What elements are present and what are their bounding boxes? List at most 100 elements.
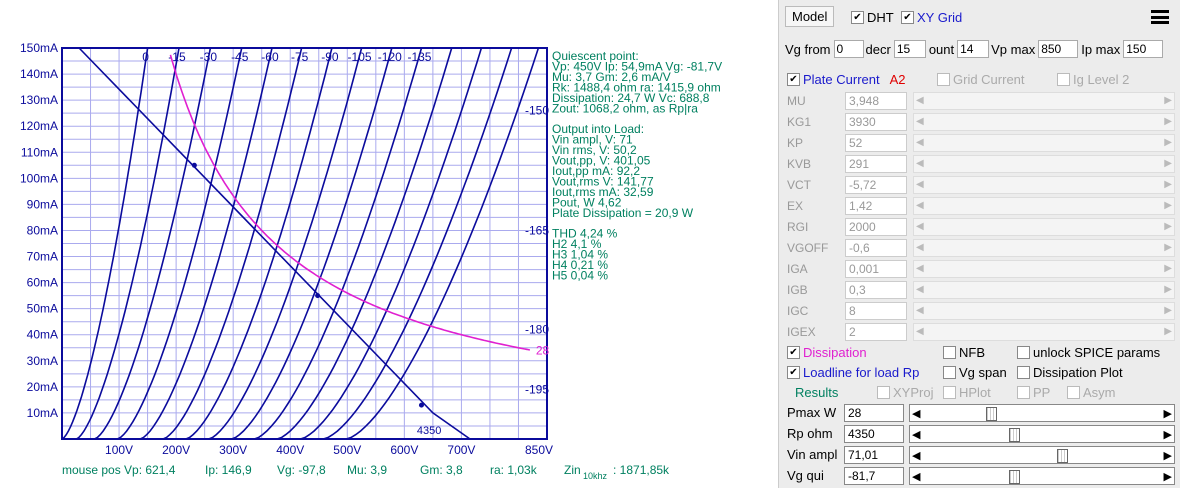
arrow-right-icon[interactable]: ▶ — [1164, 95, 1172, 106]
xy-grid-checkbox[interactable]: ✔ XY Grid — [901, 10, 962, 25]
decr-input[interactable] — [893, 40, 926, 58]
arrow-left-icon[interactable]: ◀ — [912, 408, 921, 420]
vg-from-input[interactable] — [833, 40, 864, 58]
param-value-igb[interactable]: 0,3 — [845, 281, 907, 299]
slider-thumb[interactable] — [1009, 470, 1021, 484]
arrow-left-icon[interactable]: ◀ — [916, 95, 924, 106]
param-slider-vgoff[interactable]: ◀ ▶ — [913, 239, 1175, 257]
param-value-vgoff[interactable]: -0,6 — [845, 239, 907, 257]
arrow-left-icon[interactable]: ◀ — [916, 242, 924, 253]
param-slider-iga[interactable]: ◀ ▶ — [913, 260, 1175, 278]
arrow-right-icon[interactable]: ▶ — [1164, 116, 1172, 127]
vp-max-input[interactable] — [1038, 40, 1079, 58]
plate-curves-chart[interactable]: 10mA 20mA 30mA 40mA 50mA 60mA 70mA 80mA 90mA 100m… — [0, 0, 778, 488]
param-slider-mu[interactable]: ◀ ▶ — [913, 92, 1175, 110]
arrow-left-icon[interactable]: ◀ — [912, 450, 921, 462]
ip-max-input[interactable] — [1123, 40, 1164, 58]
arrow-right-icon[interactable]: ▶ — [1163, 429, 1172, 441]
param-value-igc[interactable]: 8 — [845, 302, 907, 320]
arrow-left-icon[interactable]: ◀ — [916, 116, 924, 127]
dissipation-checkbox[interactable]: ✔ Dissipation — [787, 345, 867, 360]
hamburger-icon[interactable] — [1151, 10, 1169, 24]
param-value-mu[interactable]: 3,948 — [845, 92, 907, 110]
plate-curves-plot[interactable]: 10mA 20mA 30mA 40mA 50mA 60mA 70mA 80mA 90mA 100m… — [0, 0, 778, 488]
param-slider-vct[interactable]: ◀ ▶ — [913, 176, 1175, 194]
param-slider-igb[interactable]: ◀ ▶ — [913, 281, 1175, 299]
param-slider-ex[interactable]: ◀ ▶ — [913, 197, 1175, 215]
slider-value-vin-ampl[interactable]: 71,01 — [844, 446, 904, 464]
arrow-left-icon[interactable]: ◀ — [916, 326, 924, 337]
arrow-left-icon[interactable]: ◀ — [912, 471, 921, 483]
loadline-checkbox[interactable]: ✔ Loadline for load Rp — [787, 365, 919, 380]
param-value-igex[interactable]: 2 — [845, 323, 907, 341]
arrow-right-icon[interactable]: ▶ — [1164, 158, 1172, 169]
arrow-right-icon[interactable]: ▶ — [1164, 326, 1172, 337]
slider-value-rp-ohm[interactable]: 4350 — [844, 425, 904, 443]
dissipation-plot-checkbox[interactable]: Dissipation Plot — [1017, 365, 1123, 380]
unlock-spice-checkbox[interactable]: unlock SPICE params — [1017, 345, 1160, 360]
slider-pmax-w[interactable]: ◀ ▶ — [909, 404, 1175, 422]
plate-curve — [75, 47, 180, 440]
param-value-ex[interactable]: 1,42 — [845, 197, 907, 215]
param-slider-igc[interactable]: ◀ ▶ — [913, 302, 1175, 320]
arrow-left-icon[interactable]: ◀ — [916, 179, 924, 190]
arrow-right-icon[interactable]: ▶ — [1163, 471, 1172, 483]
param-value-iga[interactable]: 0,001 — [845, 260, 907, 278]
arrow-right-icon[interactable]: ▶ — [1164, 179, 1172, 190]
nfb-checkbox[interactable]: NFB — [943, 345, 985, 360]
slider-thumb[interactable] — [1057, 449, 1069, 463]
arrow-right-icon[interactable]: ▶ — [1164, 137, 1172, 148]
info-line: Vin ampl, V: 71 — [552, 133, 633, 147]
arrow-right-icon[interactable]: ▶ — [1163, 408, 1172, 420]
param-slider-rgi[interactable]: ◀ ▶ — [913, 218, 1175, 236]
param-value-rgi[interactable]: 2000 — [845, 218, 907, 236]
asym-checkbox[interactable]: Asym — [1067, 385, 1116, 400]
param-slider-kp[interactable]: ◀ ▶ — [913, 134, 1175, 152]
vg-span-checkbox[interactable]: Vg span — [943, 365, 1007, 380]
param-value-vct[interactable]: -5,72 — [845, 176, 907, 194]
xyproj-checkbox[interactable]: XYProj — [877, 385, 933, 400]
slider-vin-ampl[interactable]: ◀ ▶ — [909, 446, 1175, 464]
param-value-kg1[interactable]: 3930 — [845, 113, 907, 131]
grid-current-checkbox[interactable]: Grid Current — [937, 72, 1025, 87]
param-slider-igex[interactable]: ◀ ▶ — [913, 323, 1175, 341]
arrow-right-icon[interactable]: ▶ — [1164, 242, 1172, 253]
status-ip: Ip: 146,9 — [205, 463, 252, 477]
arrow-left-icon[interactable]: ◀ — [916, 158, 924, 169]
dht-checkbox[interactable]: ✔ DHT — [851, 10, 894, 25]
slider-rp-ohm[interactable]: ◀ ▶ — [909, 425, 1175, 443]
plate-current-checkbox[interactable]: ✔ Plate Current — [787, 72, 880, 87]
param-value-kp[interactable]: 52 — [845, 134, 907, 152]
hplot-checkbox[interactable]: HPlot — [943, 385, 991, 400]
arrow-right-icon[interactable]: ▶ — [1164, 200, 1172, 211]
arrow-left-icon[interactable]: ◀ — [916, 305, 924, 316]
arrow-left-icon[interactable]: ◀ — [916, 200, 924, 211]
arrow-right-icon[interactable]: ▶ — [1164, 263, 1172, 274]
param-slider-kvb[interactable]: ◀ ▶ — [913, 155, 1175, 173]
slider-thumb[interactable] — [986, 407, 998, 421]
arrow-left-icon[interactable]: ◀ — [916, 263, 924, 274]
param-slider-kg1[interactable]: ◀ ▶ — [913, 113, 1175, 131]
arrow-left-icon[interactable]: ◀ — [916, 221, 924, 232]
grid-voltage-label: -120 — [378, 50, 402, 64]
arrow-right-icon[interactable]: ▶ — [1163, 450, 1172, 462]
arrow-right-icon[interactable]: ▶ — [1164, 305, 1172, 316]
slider-vg-qui[interactable]: ◀ ▶ — [909, 467, 1175, 485]
arrow-left-icon[interactable]: ◀ — [916, 284, 924, 295]
slider-thumb[interactable] — [1009, 428, 1021, 442]
arrow-right-icon[interactable]: ▶ — [1164, 221, 1172, 232]
pp-checkbox[interactable]: PP — [1017, 385, 1050, 400]
results-label[interactable]: Results — [795, 385, 839, 400]
param-value-kvb[interactable]: 291 — [845, 155, 907, 173]
y-tick-label: 20mA — [27, 380, 58, 394]
y-tick-label: 60mA — [27, 276, 58, 290]
arrow-right-icon[interactable]: ▶ — [1164, 284, 1172, 295]
ig-level-checkbox[interactable]: Ig Level 2 — [1057, 72, 1129, 87]
slider-value-vg-qui[interactable]: -81,7 — [844, 467, 904, 485]
count-input[interactable] — [957, 40, 990, 58]
slider-value-pmax-w[interactable]: 28 — [844, 404, 904, 422]
model-button[interactable]: Model — [785, 6, 835, 27]
grid-voltage-label: -45 — [231, 50, 249, 64]
arrow-left-icon[interactable]: ◀ — [912, 429, 921, 441]
arrow-left-icon[interactable]: ◀ — [916, 137, 924, 148]
